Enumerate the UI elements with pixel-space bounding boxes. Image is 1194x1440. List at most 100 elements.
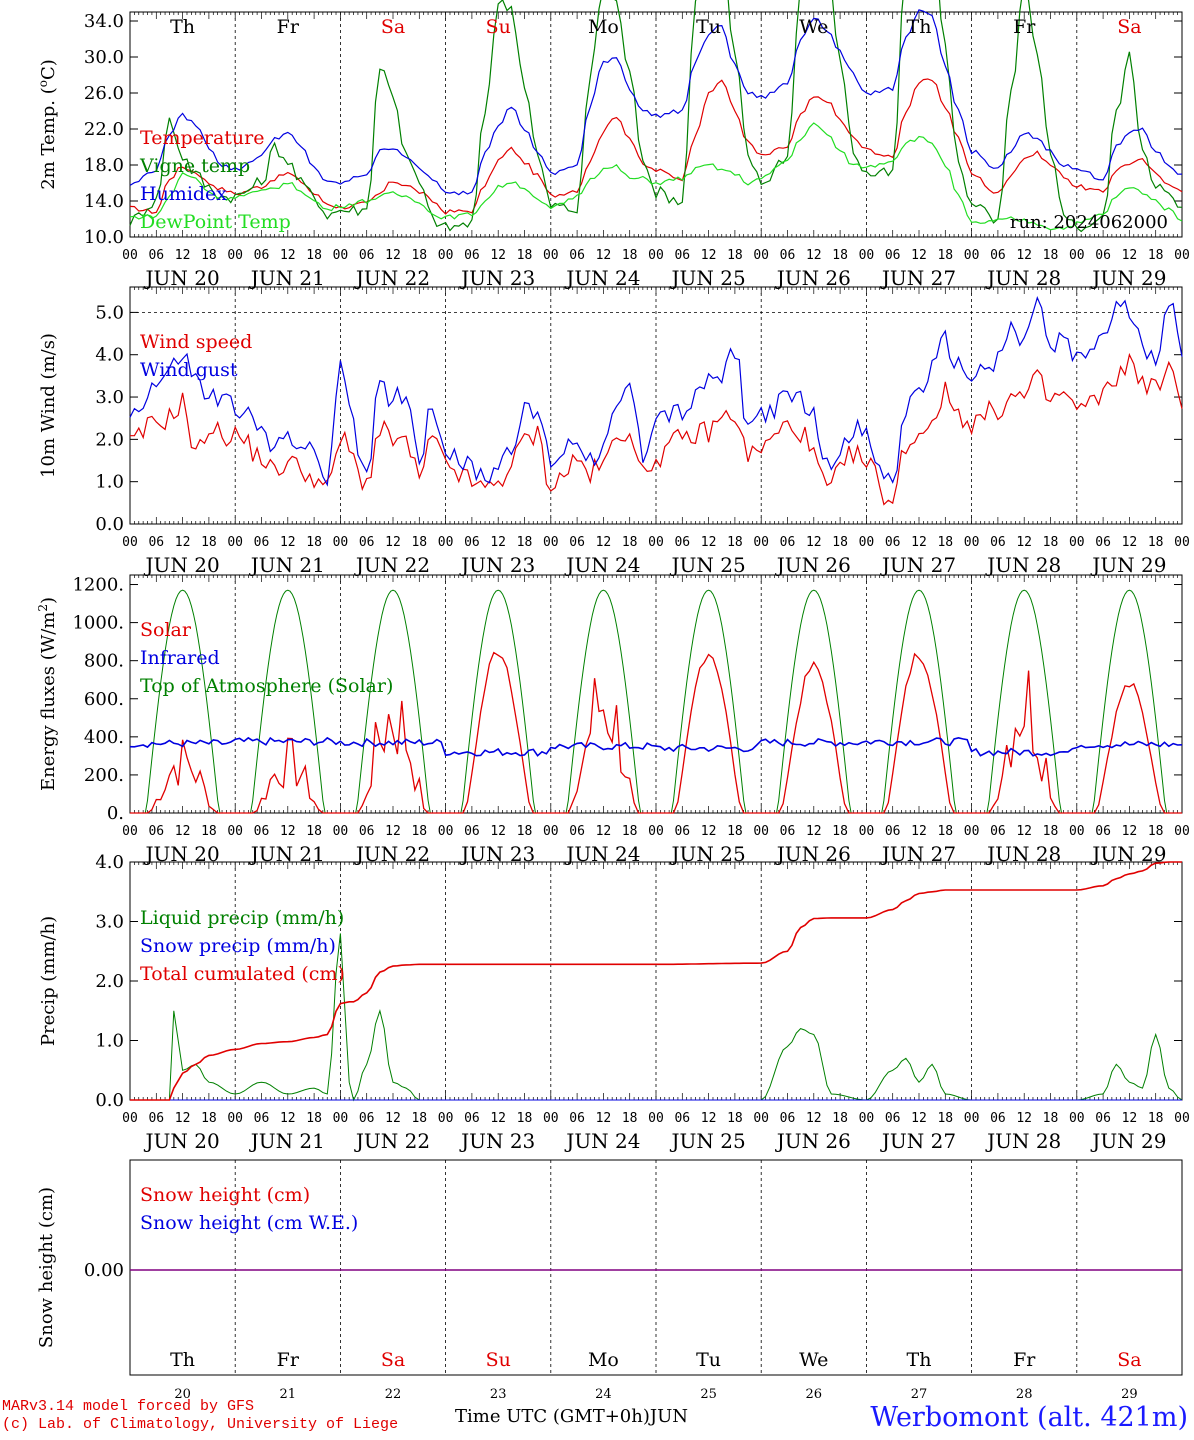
legend-snow-2: Snow height (cm W.E.) (140, 1212, 358, 1234)
hour-label: 18 (622, 248, 638, 263)
y-tick-label: 2.0 (95, 971, 124, 992)
date-label: JUN 21 (249, 1129, 325, 1153)
hour-label: 12 (911, 535, 927, 550)
y-axis-label: Precip (mm/h) (38, 916, 59, 1046)
hour-label: 00 (964, 1111, 980, 1126)
day-number-label: 28 (1016, 1387, 1033, 1402)
hour-label: 12 (1016, 824, 1032, 839)
y-tick-label: 1200. (72, 575, 124, 596)
hour-label: 18 (201, 1111, 217, 1126)
hour-label: 12 (1122, 824, 1138, 839)
y-tick-label: 0. (107, 803, 124, 824)
series-line-infrared (129, 736, 1183, 757)
legend-energy-2: Infrared (140, 647, 220, 669)
plot-frame (129, 286, 1183, 525)
hour-label: 00 (438, 824, 454, 839)
hour-label: 06 (359, 824, 375, 839)
hour-label: 18 (306, 535, 322, 550)
legend-temp-2: Vigne temp (139, 155, 250, 177)
station-name: Werbomont (alt. 421m) (870, 1402, 1188, 1433)
hour-label: 00 (1174, 1111, 1190, 1126)
y-tick-label: 14.0 (84, 191, 124, 212)
date-label: JUN 22 (354, 1129, 430, 1153)
weekday-label: Mo (588, 1349, 619, 1371)
series-line-solar (130, 651, 1182, 814)
hour-label: 00 (648, 1111, 664, 1126)
hour-label: 00 (1174, 824, 1190, 839)
hour-label: 06 (569, 535, 585, 550)
hour-label: 12 (596, 535, 612, 550)
y-tick-label: 0.0 (95, 1090, 124, 1111)
hour-label: 06 (674, 1111, 690, 1126)
day-number-label: 26 (806, 1387, 823, 1402)
hour-label: 06 (990, 1111, 1006, 1126)
hour-label: 18 (411, 248, 427, 263)
hour-label: 06 (359, 1111, 375, 1126)
series-line-lightgreen (129, 122, 1183, 231)
month-label: JUN (649, 1406, 689, 1427)
date-label: JUN 27 (880, 266, 956, 290)
hour-label: 12 (490, 248, 506, 263)
hour-label: 00 (122, 535, 138, 550)
hour-label: 18 (1043, 1111, 1059, 1126)
y-tick-label: 1.0 (95, 1031, 124, 1052)
y-tick-label: 34.0 (84, 11, 124, 32)
date-label: JUN 24 (564, 266, 640, 290)
day-number-label: 27 (911, 1387, 928, 1402)
hour-label: 06 (780, 824, 796, 839)
hour-label: 18 (832, 824, 848, 839)
panel-2: 0.0 1.0 2.0 3.0 4.0 5.0 10m Wind (m/s) 00 06 12 18… (38, 286, 1190, 577)
date-label: JUN 25 (670, 266, 746, 290)
date-label: JUN 23 (459, 266, 535, 290)
date-label: JUN 29 (1090, 266, 1166, 290)
hour-label: 00 (1069, 248, 1085, 263)
day-number-label: 22 (385, 1387, 402, 1402)
hour-label: 06 (990, 824, 1006, 839)
hour-label: 06 (464, 535, 480, 550)
hour-label: 00 (753, 1111, 769, 1126)
model-credit: MARv3.14 model forced by GFS (2, 1398, 255, 1415)
hour-label: 06 (148, 248, 164, 263)
series-line-green (129, 0, 1183, 233)
hour-label: 00 (227, 248, 243, 263)
y-tick-label: 2.0 (95, 429, 124, 450)
hour-label: 18 (1043, 824, 1059, 839)
hour-label: 00 (753, 248, 769, 263)
hour-label: 12 (596, 1111, 612, 1126)
hour-label: 06 (254, 248, 270, 263)
y-tick-label: 600. (84, 689, 124, 710)
hour-label: 12 (596, 824, 612, 839)
hour-label: 06 (464, 1111, 480, 1126)
hour-label: 18 (937, 248, 953, 263)
weekday-label: Sa (381, 1349, 405, 1371)
date-label: JUN 29 (1090, 1129, 1166, 1153)
hour-label: 18 (306, 1111, 322, 1126)
hour-label: 00 (543, 824, 559, 839)
hour-label: 18 (1148, 535, 1164, 550)
weekday-label: Th (907, 16, 932, 38)
hour-label: 12 (1016, 535, 1032, 550)
hour-label: 18 (1043, 535, 1059, 550)
hour-label: 06 (1095, 1111, 1111, 1126)
hour-label: 00 (964, 535, 980, 550)
weekday-label: Fr (277, 1349, 300, 1371)
hour-label: 18 (306, 824, 322, 839)
hour-label: 12 (806, 535, 822, 550)
hour-label: 00 (333, 824, 349, 839)
time-axis-label: Time UTC (GMT+0h) (455, 1406, 650, 1427)
hour-label: 00 (227, 535, 243, 550)
hour-label: 06 (359, 248, 375, 263)
hour-label: 18 (201, 248, 217, 263)
hour-label: 00 (122, 824, 138, 839)
hour-label: 06 (254, 1111, 270, 1126)
day-number-label: 29 (1121, 1387, 1138, 1402)
date-label: JUN 20 (144, 553, 220, 577)
y-tick-label: 3.0 (95, 387, 124, 408)
hour-label: 06 (1095, 824, 1111, 839)
hour-label: 12 (806, 248, 822, 263)
weekday-label: Th (907, 1349, 932, 1371)
day-number-label: 25 (700, 1387, 717, 1402)
date-label: JUN 22 (354, 266, 430, 290)
hour-label: 00 (859, 824, 875, 839)
